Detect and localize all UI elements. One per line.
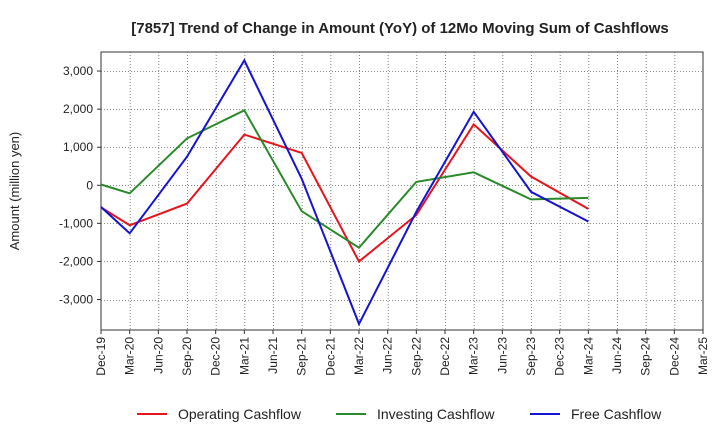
x-tick-label: Sep-20 xyxy=(180,337,194,376)
x-tick-label: Dec-19 xyxy=(94,337,108,376)
y-tick-label: 0 xyxy=(86,178,93,192)
chart-title: [7857] Trend of Change in Amount (YoY) o… xyxy=(131,20,669,37)
series-group xyxy=(100,58,589,327)
x-tick-label: Sep-24 xyxy=(639,337,653,376)
x-tick-label: Sep-22 xyxy=(409,337,423,376)
y-tick-label: 3,000 xyxy=(63,64,93,78)
x-tick-label: Sep-23 xyxy=(524,337,538,376)
x-tick-label: Mar-25 xyxy=(696,337,710,375)
legend-label-free-cashflow: Free Cashflow xyxy=(571,406,662,422)
y-tick-label: -1,000 xyxy=(59,216,93,230)
series-line-free-cashflow xyxy=(100,58,589,327)
x-tick-label: Dec-20 xyxy=(209,337,223,376)
grid xyxy=(101,52,703,330)
y-tick-label: -3,000 xyxy=(59,293,93,307)
legend: Operating Cashflow Investing Cashflow Free… xyxy=(137,406,662,422)
x-tick-label: Mar-24 xyxy=(581,337,595,375)
x-tick-label: Jun-21 xyxy=(266,337,280,374)
y-axis: 3,000 2,000 1,000 0 -1,000 -2,000 -3,000 xyxy=(59,64,101,307)
x-tick-label: Jun-24 xyxy=(610,337,624,374)
x-tick-label: Dec-24 xyxy=(667,337,681,376)
y-tick-label: 2,000 xyxy=(63,102,93,116)
x-tick-label: Jun-23 xyxy=(495,337,509,374)
y-tick-label: 1,000 xyxy=(63,140,93,154)
x-tick-label: Mar-22 xyxy=(352,337,366,375)
x-axis: Dec-19 Mar-20 Jun-20 Sep-20 Dec-20 Mar-21 Jun-… xyxy=(94,330,710,376)
x-tick-label: Mar-21 xyxy=(237,337,251,375)
y-tick-label: -2,000 xyxy=(59,254,93,268)
x-tick-label: Dec-22 xyxy=(438,337,452,376)
x-tick-label: Jun-20 xyxy=(151,337,165,374)
plot-frame xyxy=(100,51,704,331)
series-line-investing-cashflow xyxy=(100,108,589,250)
x-tick-label: Sep-21 xyxy=(295,337,309,376)
plot-area xyxy=(100,51,704,331)
x-tick-label: Mar-20 xyxy=(123,337,137,375)
legend-label-operating-cashflow: Operating Cashflow xyxy=(178,406,302,422)
y-axis-label: Amount (million yen) xyxy=(7,132,22,251)
legend-label-investing-cashflow: Investing Cashflow xyxy=(377,406,495,422)
x-tick-label: Dec-23 xyxy=(553,337,567,376)
x-tick-label: Dec-21 xyxy=(323,337,337,376)
x-tick-label: Jun-22 xyxy=(381,337,395,374)
x-tick-label: Mar-23 xyxy=(467,337,481,375)
